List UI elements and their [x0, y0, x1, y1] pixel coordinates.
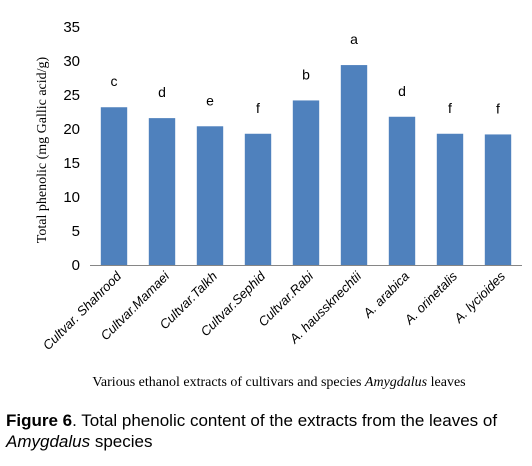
- significance-letter: d: [398, 83, 406, 99]
- caption-italic: Amygdalus: [6, 432, 91, 451]
- y-axis-title: Total phenolic (mg Gallic acid/g): [35, 56, 50, 243]
- significance-letter: f: [256, 100, 260, 116]
- significance-letter: a: [350, 31, 358, 47]
- bar: [100, 107, 128, 266]
- significance-letter: d: [158, 84, 166, 100]
- category-label: A. lycioides: [450, 268, 508, 326]
- bar: [340, 65, 368, 265]
- significance-letter: b: [302, 66, 310, 82]
- figure-caption: Figure 6. Total phenolic content of the …: [6, 410, 526, 452]
- significance-letter: c: [111, 73, 118, 89]
- y-tick-label: 10: [63, 189, 80, 206]
- x-axis-title-suffix: leaves: [427, 375, 465, 390]
- bar: [484, 134, 512, 265]
- bar: [148, 118, 176, 266]
- y-axis-ticks: 0 5 10 15 20 25 30 35: [63, 19, 80, 274]
- significance-letter: e: [206, 92, 214, 108]
- bar: [388, 116, 416, 265]
- x-axis-title-prefix: Various ethanol extracts of cultivars an…: [92, 375, 365, 390]
- y-tick-label: 35: [63, 19, 80, 36]
- significance-letter: f: [448, 100, 452, 116]
- x-axis-title: Various ethanol extracts of cultivars an…: [92, 375, 465, 390]
- y-tick-label: 25: [63, 87, 80, 104]
- y-axis-label: Total phenolic (mg Gallic acid/g): [35, 56, 50, 243]
- bar: [244, 133, 272, 265]
- y-tick-label: 15: [63, 155, 80, 172]
- category-label: Cultvar. Shahrood: [40, 268, 125, 353]
- significance-letters: c d e f b a d f f: [111, 31, 501, 116]
- y-tick-label: 20: [63, 121, 80, 138]
- caption-label: Figure 6: [6, 411, 73, 430]
- bar-chart: Total phenolic (mg Gallic acid/g) 0 5 10 15…: [35, 19, 522, 390]
- y-tick-label: 0: [72, 257, 80, 274]
- bars: [100, 65, 512, 266]
- y-tick-label: 30: [63, 53, 80, 70]
- significance-letter: f: [496, 100, 500, 116]
- category-labels: Cultvar. ShahroodCultvar.MamaeiCultvar.T…: [40, 268, 509, 353]
- caption-text-before: . Total phenolic content of the extracts…: [72, 411, 498, 430]
- caption-text-after: species: [90, 432, 153, 451]
- bar: [292, 100, 320, 265]
- y-tick-label: 5: [72, 223, 80, 240]
- bar: [436, 133, 464, 265]
- x-axis-title-italic: Amygdalus: [364, 375, 428, 390]
- bar: [196, 126, 224, 265]
